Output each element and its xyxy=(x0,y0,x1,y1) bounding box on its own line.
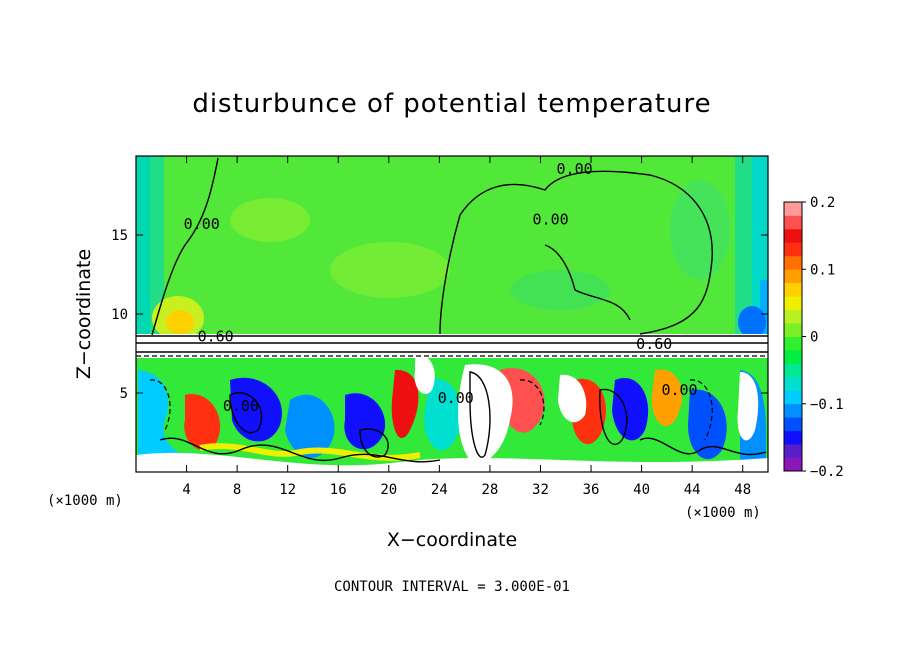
blue-eddy-5 xyxy=(424,378,461,451)
left-edge-band-inner xyxy=(136,156,150,346)
colorbar-swatch xyxy=(784,228,802,243)
contour-eddy-2 xyxy=(229,392,263,434)
x-tick-label: 40 xyxy=(633,482,650,498)
contour-lines xyxy=(136,157,768,463)
colorbar-tick-label: 0 xyxy=(810,330,818,346)
white-plume-2 xyxy=(414,354,435,394)
inversion-band xyxy=(136,334,768,358)
colorbar-tick-label: −0.1 xyxy=(810,397,844,413)
contour-label: 0.00 xyxy=(533,210,569,228)
contour-lower-wavy xyxy=(159,437,441,463)
dashed-contours xyxy=(136,355,768,441)
blue-eddy-7 xyxy=(688,389,727,460)
colorbar-swatch xyxy=(784,363,802,378)
blue-eddy-1 xyxy=(138,370,200,472)
x-tick-label: 8 xyxy=(233,482,241,498)
light-patch-3 xyxy=(510,270,610,310)
light-patch-2 xyxy=(330,242,450,298)
x-tick-label: 32 xyxy=(532,482,549,498)
colorbar-swatch xyxy=(784,336,802,351)
x-tick-label: 28 xyxy=(481,482,498,498)
colorbar-swatch xyxy=(784,430,802,445)
contour-label: 0.00 xyxy=(438,389,474,407)
y-tick-label: 5 xyxy=(120,386,128,402)
x-tick-label: 16 xyxy=(330,482,347,498)
dashed-eddy-1 xyxy=(149,379,171,431)
light-patch-1 xyxy=(230,198,310,242)
white-plume-4 xyxy=(737,372,759,441)
blue-eddy-4 xyxy=(344,393,386,450)
white-plume-1 xyxy=(458,364,513,463)
colorbar-swatch xyxy=(784,417,802,432)
plot-area xyxy=(136,156,768,472)
contour-label: 0.00 xyxy=(557,160,593,178)
colorbar-swatch xyxy=(784,202,802,216)
contour-zero-left xyxy=(151,157,219,336)
contour-label: 0.00 xyxy=(661,381,697,399)
colorbar-swatch xyxy=(784,282,802,297)
blue-eddy-3 xyxy=(285,394,335,458)
colorbar-tick-label: −0.2 xyxy=(810,464,844,480)
x-unit-left: (×1000 m) xyxy=(47,493,123,509)
warm-anomaly-left-core xyxy=(166,310,194,334)
colorbar-swatch xyxy=(784,269,802,284)
red-eddy-5 xyxy=(651,369,683,426)
contour-lower-right xyxy=(639,437,767,456)
contour-zero-dome xyxy=(439,170,713,335)
red-eddy-2 xyxy=(391,369,419,439)
x-axis-label: X−coordinate xyxy=(387,529,517,551)
contour-eddy-4 xyxy=(359,428,389,458)
red-eddy-3 xyxy=(500,368,545,433)
contour-label: 0.00 xyxy=(184,215,220,233)
colorbar-swatch xyxy=(784,215,802,230)
colorbar-swatch xyxy=(784,255,802,270)
colorbar: 0.2 0.1 0 −0.1 −0.2 xyxy=(783,195,844,480)
x-tick-label: 12 xyxy=(279,482,296,498)
contour-label: 0.00 xyxy=(223,397,259,415)
contour-label: 0.60 xyxy=(636,335,672,353)
x-tick-label: 44 xyxy=(684,482,701,498)
contour-label: 0.60 xyxy=(198,327,234,345)
contour-eddy-1 xyxy=(469,371,491,458)
y-tick-label: 10 xyxy=(111,307,128,323)
y-axis-ticks: 5 10 15 xyxy=(111,228,768,402)
contour-labels: 0.00 0.00 0.00 0.60 0.60 0.00 0.00 0.00 xyxy=(184,160,698,415)
colorbar-swatch xyxy=(784,323,802,337)
colorbar-swatch xyxy=(784,309,802,324)
colorbar-swatch xyxy=(784,444,802,458)
x-axis-ticks: 4 8 12 16 20 24 28 32 36 40 44 48 xyxy=(182,156,751,498)
colorbar-tick-label: 0.2 xyxy=(810,195,835,211)
chart-title: disturbunce of potential temperature xyxy=(192,89,711,119)
colorbar-swatch xyxy=(784,457,802,472)
colorbar-tick-label: 0.1 xyxy=(810,262,835,278)
contour-zero-inner xyxy=(544,244,631,321)
contour-interval-note: CONTOUR INTERVAL = 3.000E-01 xyxy=(334,579,570,595)
x-tick-label: 48 xyxy=(734,482,751,498)
colorbar-swatch xyxy=(784,376,802,391)
colorbar-swatch xyxy=(784,242,802,257)
white-base-band xyxy=(136,452,768,472)
white-plume-3 xyxy=(558,374,587,423)
light-patch-4 xyxy=(670,180,730,280)
red-eddy-1 xyxy=(184,394,221,451)
x-unit-right: (×1000 m) xyxy=(685,505,761,521)
blue-eddy-6 xyxy=(612,378,649,441)
x-tick-label: 20 xyxy=(380,482,397,498)
right-edge-band-deep xyxy=(760,280,768,340)
cool-anomaly-right xyxy=(738,306,766,338)
colorbar-swatch xyxy=(784,403,802,418)
y-tick-label: 15 xyxy=(111,228,128,244)
colorbar-swatch xyxy=(784,390,802,405)
contour-eddy-3 xyxy=(599,388,628,446)
upper-field xyxy=(136,156,768,346)
x-tick-label: 36 xyxy=(583,482,600,498)
x-tick-label: 4 xyxy=(182,482,190,498)
dashed-eddy-3 xyxy=(519,379,545,426)
x-tick-label: 24 xyxy=(431,482,448,498)
colorbar-swatch xyxy=(784,296,802,310)
y-axis-label: Z−coordinate xyxy=(73,249,95,379)
colorbar-swatch xyxy=(784,349,802,364)
